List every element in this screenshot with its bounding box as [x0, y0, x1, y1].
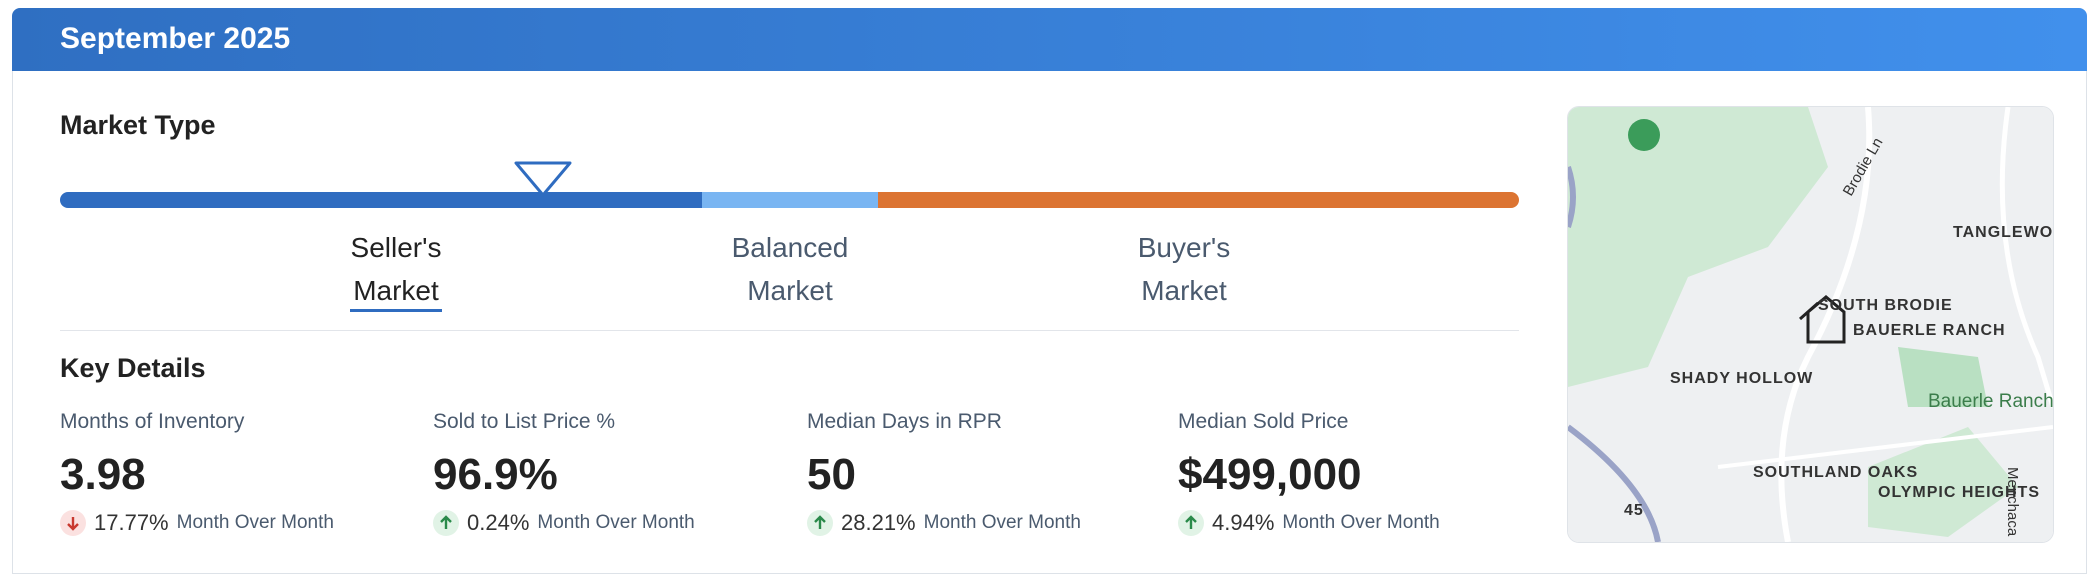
arrow-icon	[1185, 515, 1197, 529]
section-title: Key Details	[60, 353, 206, 383]
highway	[1568, 424, 1661, 542]
seller-segment	[60, 192, 712, 208]
map-label: 45	[1624, 502, 1644, 519]
card	[12, 71, 2087, 574]
change-arrow	[1178, 510, 1204, 536]
highway	[1568, 166, 1576, 228]
metric-label: Median Sold Price	[1178, 410, 1349, 433]
map-label: SHADY HOLLOW	[1670, 370, 1813, 387]
map-label: BAUERLE RANCH	[1853, 322, 2006, 339]
road	[1999, 107, 2053, 408]
map-label: Menchaca	[2004, 467, 2021, 537]
buyer-segment	[878, 192, 1519, 208]
section-title: Market Type	[60, 110, 216, 140]
balanced-segment	[702, 192, 878, 208]
header-title: September 2025	[60, 22, 291, 55]
market-label: Balanced Market	[731, 232, 849, 306]
map-label: SOUTHLAND OAKS	[1753, 464, 1918, 481]
metric-value: 50	[807, 450, 856, 499]
active-underline	[350, 309, 442, 312]
map[interactable]: TANGLEWOOD FOREST SOUTH BRODIE BAUERLE RAN…	[1567, 106, 2054, 543]
change-value: 0.24%	[467, 510, 530, 535]
change-value: 17.77%	[94, 510, 169, 535]
change-label: Month Over Month	[537, 512, 695, 533]
metric-value: 96.9%	[433, 450, 558, 499]
metric-change: 0.24% Month Over Month	[433, 510, 695, 536]
metric-change: 4.94% Month Over Month	[1178, 510, 1440, 536]
map-label: TANGLEWOOD FOREST	[1953, 224, 2053, 241]
map-label: Bauerle Ranch Park	[1928, 391, 2053, 412]
arrow-icon	[67, 517, 79, 531]
market-label: Buyer's Market	[1137, 232, 1231, 306]
map-canvas: TANGLEWOOD FOREST SOUTH BRODIE BAUERLE RAN…	[1568, 107, 2053, 542]
arrow-icon	[814, 515, 826, 529]
metric-value: 3.98	[60, 450, 146, 499]
metric-value: $499,000	[1178, 450, 1362, 499]
marker	[514, 161, 572, 197]
road	[1717, 425, 2053, 469]
metric-label: Months of Inventory	[60, 410, 245, 433]
header-bar: September 2025	[12, 8, 2087, 71]
road	[1778, 107, 1873, 542]
metric-label: Sold to List Price %	[433, 410, 616, 433]
buyer-segment-edge	[878, 192, 890, 208]
arrow-icon	[440, 515, 452, 529]
change-label: Month Over Month	[176, 512, 334, 533]
change-label: Month Over Month	[923, 512, 1081, 533]
metric-change: 17.77% Month Over Month	[60, 510, 334, 536]
map-label: SOUTH BRODIE	[1818, 297, 1953, 314]
park-area	[1898, 347, 1988, 407]
change-value: 28.21%	[841, 510, 916, 535]
metric-label: Median Days in RPR	[807, 410, 1002, 433]
market-label: Seller's Market	[350, 232, 442, 306]
home-icon	[1799, 295, 1846, 344]
park-area	[1568, 107, 1828, 387]
market-bar	[60, 161, 1519, 208]
map-label: OLYMPIC HEIGHTS	[1878, 484, 2040, 501]
change-label: Month Over Month	[1282, 512, 1440, 533]
divider	[60, 330, 1519, 331]
park-area	[1868, 427, 2018, 537]
change-arrow	[433, 510, 459, 536]
change-value: 4.94%	[1212, 510, 1275, 535]
metric-change: 28.21% Month Over Month	[807, 510, 1081, 536]
poi-icon	[1628, 119, 1660, 151]
change-arrow	[60, 510, 86, 536]
change-arrow	[807, 510, 833, 536]
